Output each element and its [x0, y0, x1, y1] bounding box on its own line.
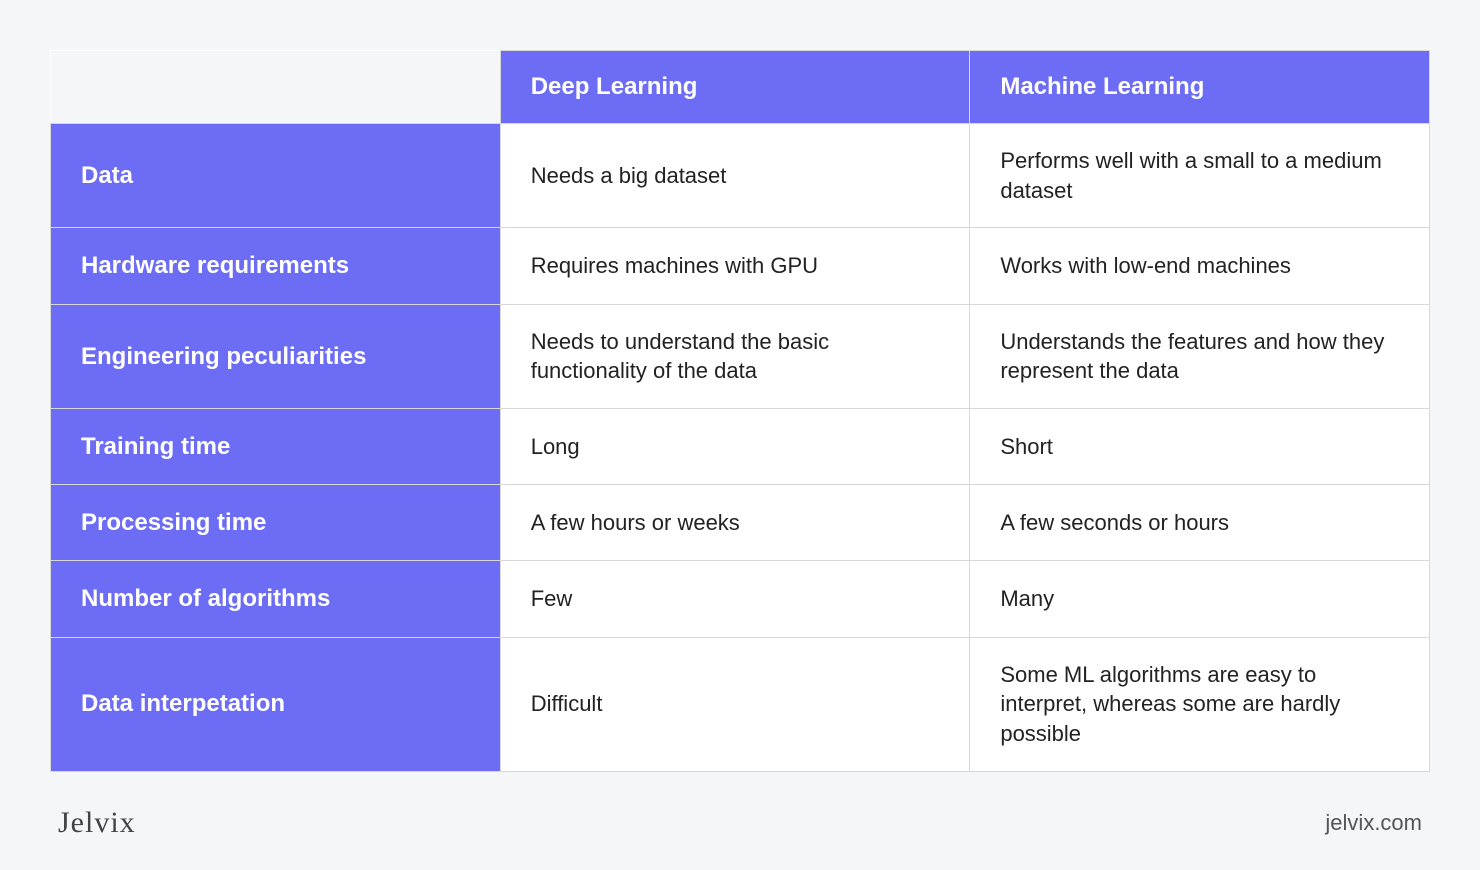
row-label-training-time: Training time — [51, 408, 501, 484]
table-row: Data interpetation Difficult Some ML alg… — [51, 637, 1430, 771]
row-label-processing-time: Processing time — [51, 485, 501, 561]
brand-url: jelvix.com — [1325, 810, 1422, 836]
cell-dl-interpretation: Difficult — [500, 637, 970, 771]
cell-dl-data: Needs a big dataset — [500, 124, 970, 228]
row-label-interpretation: Data interpetation — [51, 637, 501, 771]
comparison-table: Deep Learning Machine Learning Data Need… — [50, 50, 1430, 772]
table-row: Engineering peculiarities Needs to under… — [51, 304, 1430, 408]
row-label-engineering: Engineering peculiarities — [51, 304, 501, 408]
cell-ml-data: Performs well with a small to a medium d… — [970, 124, 1430, 228]
cell-ml-engineering: Understands the features and how they re… — [970, 304, 1430, 408]
comparison-table-container: Deep Learning Machine Learning Data Need… — [50, 50, 1430, 781]
table-row: Data Needs a big dataset Performs well w… — [51, 124, 1430, 228]
row-label-algorithms: Number of algorithms — [51, 561, 501, 637]
cell-ml-hardware: Works with low-end machines — [970, 228, 1430, 304]
cell-dl-hardware: Requires machines with GPU — [500, 228, 970, 304]
cell-ml-algorithms: Many — [970, 561, 1430, 637]
table-row: Training time Long Short — [51, 408, 1430, 484]
col-header-machine-learning: Machine Learning — [970, 51, 1430, 124]
footer: Jelvix jelvix.com — [50, 781, 1430, 840]
col-header-deep-learning: Deep Learning — [500, 51, 970, 124]
table-row: Hardware requirements Requires machines … — [51, 228, 1430, 304]
corner-empty-cell — [51, 51, 501, 124]
cell-dl-engineering: Needs to understand the basic functional… — [500, 304, 970, 408]
cell-ml-interpretation: Some ML algorithms are easy to interpret… — [970, 637, 1430, 771]
cell-ml-training: Short — [970, 408, 1430, 484]
cell-dl-processing: A few hours or weeks — [500, 485, 970, 561]
cell-ml-processing: A few seconds or hours — [970, 485, 1430, 561]
table-row: Number of algorithms Few Many — [51, 561, 1430, 637]
row-label-data: Data — [51, 124, 501, 228]
cell-dl-algorithms: Few — [500, 561, 970, 637]
cell-dl-training: Long — [500, 408, 970, 484]
row-label-hardware: Hardware requirements — [51, 228, 501, 304]
brand-logo: Jelvix — [58, 806, 136, 840]
table-row: Processing time A few hours or weeks A f… — [51, 485, 1430, 561]
